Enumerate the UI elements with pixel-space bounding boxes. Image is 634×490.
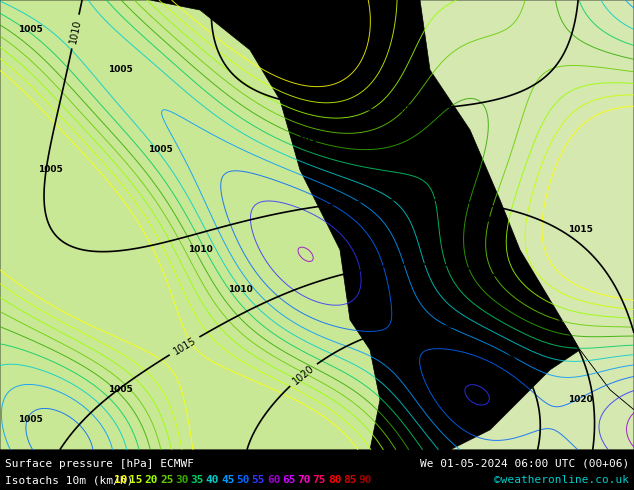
Text: 35: 35	[190, 475, 204, 485]
Text: 1010: 1010	[68, 19, 83, 45]
Text: 1020: 1020	[567, 395, 592, 404]
Text: 1015: 1015	[171, 335, 198, 356]
Text: 1005: 1005	[18, 25, 42, 34]
Text: 1010: 1010	[297, 135, 322, 145]
Text: 45: 45	[221, 475, 235, 485]
Text: 1010: 1010	[188, 245, 212, 254]
Text: 1005: 1005	[108, 66, 133, 74]
Text: 1005: 1005	[389, 104, 413, 115]
Text: 30: 30	[175, 475, 189, 485]
Text: 85: 85	[343, 475, 356, 485]
Polygon shape	[420, 0, 634, 410]
Text: 65: 65	[282, 475, 295, 485]
Text: 1005: 1005	[37, 166, 62, 174]
Text: 1020: 1020	[290, 363, 316, 386]
Text: 20: 20	[145, 475, 158, 485]
Text: 1010: 1010	[228, 285, 252, 294]
Text: 1005: 1005	[148, 146, 172, 154]
Text: 40: 40	[205, 475, 219, 485]
Text: 15: 15	[129, 475, 143, 485]
Text: 60: 60	[267, 475, 280, 485]
Text: 90: 90	[358, 475, 372, 485]
Text: 1015: 1015	[567, 225, 592, 234]
Text: 55: 55	[252, 475, 265, 485]
Text: 1005: 1005	[108, 385, 133, 394]
Text: Surface pressure [hPa] ECMWF: Surface pressure [hPa] ECMWF	[5, 459, 194, 468]
Polygon shape	[450, 350, 634, 450]
Text: Isotachs 10m (km/h): Isotachs 10m (km/h)	[5, 475, 133, 485]
Text: 50: 50	[236, 475, 250, 485]
Text: 1010: 1010	[477, 216, 502, 224]
Text: 75: 75	[313, 475, 326, 485]
Text: We 01-05-2024 06:00 UTC (00+06): We 01-05-2024 06:00 UTC (00+06)	[420, 459, 629, 468]
Polygon shape	[0, 0, 380, 450]
Text: 70: 70	[297, 475, 311, 485]
Text: 10: 10	[114, 475, 127, 485]
Text: 80: 80	[328, 475, 341, 485]
Text: ©weatheronline.co.uk: ©weatheronline.co.uk	[494, 475, 629, 485]
Text: 25: 25	[160, 475, 174, 485]
Text: 1005: 1005	[18, 416, 42, 424]
